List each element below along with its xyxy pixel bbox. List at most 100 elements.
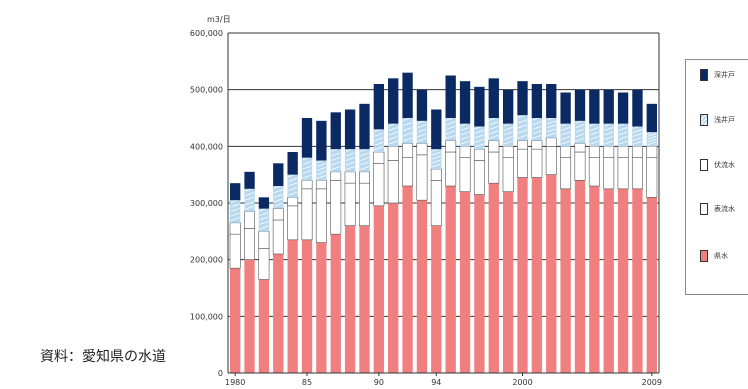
bar-segment-fuka bbox=[459, 81, 471, 124]
hatch-mark bbox=[532, 121, 542, 126]
hatch-mark bbox=[503, 140, 513, 145]
hatch-mark bbox=[245, 196, 254, 201]
bar-segment-sha bbox=[603, 123, 614, 147]
hatch-mark bbox=[561, 140, 570, 145]
legend-item-fuka: 深井戸 bbox=[700, 69, 735, 81]
hatch-mark bbox=[590, 127, 599, 131]
hatch-mark bbox=[259, 225, 269, 230]
bar-segment-sha bbox=[258, 208, 270, 232]
hatch-mark bbox=[331, 166, 341, 170]
bar-segment-dom bbox=[287, 239, 298, 373]
x-tick-label: 2000 bbox=[512, 378, 532, 387]
bar-segment-sha bbox=[373, 129, 385, 152]
hatch-mark bbox=[546, 128, 556, 133]
bar-segment-dom bbox=[402, 186, 413, 373]
legend-swatch bbox=[700, 69, 708, 81]
bar-segment-fuk bbox=[402, 143, 414, 158]
y-tick-label: 0 bbox=[218, 369, 223, 378]
bar-segment-dom bbox=[646, 197, 657, 373]
bar-segment-sur bbox=[402, 157, 414, 187]
hatch-mark bbox=[618, 140, 628, 145]
bar-segment-sur bbox=[473, 160, 485, 195]
hatch-mark bbox=[489, 130, 499, 135]
y-tick-label: 100,000 bbox=[190, 312, 223, 321]
bar-segment-fuk bbox=[287, 197, 299, 207]
bar-segment-fuk bbox=[301, 180, 313, 190]
bar-segment-dom bbox=[589, 186, 600, 373]
legend-label: 伏流水 bbox=[714, 161, 735, 169]
bar-segment-dom bbox=[373, 205, 385, 373]
hatch-mark bbox=[475, 134, 484, 139]
bar-segment-fuk bbox=[430, 168, 442, 181]
bar-segment-dom bbox=[431, 225, 442, 373]
hatch-mark bbox=[446, 135, 455, 139]
bar-segment-fuk bbox=[603, 146, 615, 158]
hatch-mark bbox=[288, 178, 297, 182]
bar-segment-fuk bbox=[272, 208, 284, 221]
y-axis-tick-labels: 0 100,000 200,000 300,000 400,000 500,000 600,… bbox=[190, 29, 223, 378]
bar-segment-fuka bbox=[373, 84, 385, 130]
legend: 深井戸 浅井戸 伏流水 表流水 県水 bbox=[685, 59, 748, 295]
bar-segment-sha bbox=[589, 123, 600, 147]
hatch-mark bbox=[388, 140, 398, 145]
hatch-mark bbox=[432, 163, 441, 168]
bar-segment-fuka bbox=[316, 120, 327, 161]
bar-segment-fuka bbox=[287, 152, 298, 175]
bar-segment-fuka bbox=[574, 89, 586, 121]
bar-segment-dom bbox=[603, 188, 614, 373]
bar-segment-fuk bbox=[459, 146, 471, 158]
bar-segment-fuk bbox=[517, 140, 528, 150]
bar-segment-sha bbox=[646, 132, 657, 147]
bar-segment-sur bbox=[330, 180, 342, 235]
bar-segment-sha bbox=[230, 200, 241, 223]
hatch-mark bbox=[331, 157, 341, 161]
bar-segment-fuk bbox=[229, 222, 241, 235]
bar-segment-fuk bbox=[646, 146, 658, 158]
hatch-mark bbox=[460, 136, 470, 140]
legend-label: 浅井戸 bbox=[714, 116, 735, 124]
bar-segment-fuka bbox=[517, 81, 528, 116]
bar-segment-fuka bbox=[344, 109, 356, 150]
hatch-mark bbox=[273, 203, 283, 207]
hatch-mark bbox=[633, 129, 642, 133]
hatch-mark bbox=[388, 136, 398, 140]
bar-segment-sha bbox=[402, 118, 413, 144]
hatch-mark bbox=[633, 133, 642, 137]
hatch-mark bbox=[532, 130, 542, 135]
legend-swatch bbox=[700, 114, 708, 126]
bar-segment-dom bbox=[388, 203, 399, 373]
hatch-mark bbox=[575, 124, 585, 129]
bar-segment-sur bbox=[545, 146, 557, 175]
hatch-mark bbox=[575, 137, 585, 142]
hatch-mark bbox=[273, 193, 283, 198]
y-tick-label: 600,000 bbox=[190, 29, 223, 38]
y-tick-label: 400,000 bbox=[190, 142, 223, 151]
bar-segment-fuka bbox=[230, 183, 241, 201]
hatch-mark bbox=[503, 136, 513, 140]
bar-segment-sha bbox=[531, 118, 543, 141]
bar-segment-fuka bbox=[546, 84, 557, 118]
bar-segment-sur bbox=[488, 151, 500, 184]
bar-segment-sur bbox=[603, 157, 615, 190]
hatch-mark bbox=[647, 133, 657, 137]
bar-segment-fuk bbox=[631, 146, 643, 158]
bar-segment-dom bbox=[488, 183, 499, 373]
hatch-mark bbox=[489, 135, 499, 139]
bar-segment-sha bbox=[344, 149, 356, 172]
hatch-mark bbox=[230, 212, 240, 217]
legend-label: 深井戸 bbox=[714, 71, 735, 79]
bar-segment-dom bbox=[617, 188, 629, 373]
bar-segment-sur bbox=[617, 157, 629, 190]
hatch-mark bbox=[230, 203, 240, 208]
bar-segment-fuka bbox=[402, 72, 413, 118]
hatch-mark bbox=[403, 117, 412, 121]
bar-segment-sur bbox=[344, 182, 356, 226]
bar-segment-sur bbox=[287, 205, 299, 241]
y-tick-label: 300,000 bbox=[190, 199, 223, 208]
bar-segment-dom bbox=[359, 225, 370, 373]
hatch-mark bbox=[561, 131, 570, 136]
bar-segment-sha bbox=[388, 123, 399, 147]
bar-segment-fuka bbox=[502, 89, 514, 124]
bar-segment-sur bbox=[560, 157, 572, 190]
bar-segment-sur bbox=[373, 163, 385, 207]
